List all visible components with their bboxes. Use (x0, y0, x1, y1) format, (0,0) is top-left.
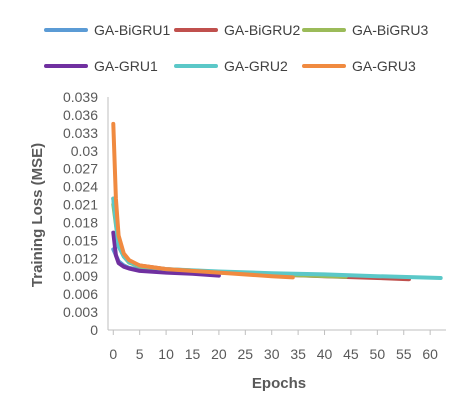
y-tick-label: 0.033 (63, 125, 98, 141)
y-tick-label: 0.003 (63, 304, 98, 320)
legend-label: GA-BiGRU3 (352, 22, 428, 38)
legend-label: GA-GRU1 (94, 58, 158, 74)
y-tick-label: 0.024 (63, 179, 98, 195)
y-tick-label: 0.036 (63, 107, 98, 123)
x-tick-label: 15 (185, 346, 201, 362)
y-tick-label: 0.03 (71, 143, 98, 159)
y-axis-title-group: Training Loss (MSE) (29, 143, 46, 287)
legend-label: GA-GRU2 (224, 58, 288, 74)
x-tick-label: 55 (396, 346, 412, 362)
x-tick-label: 0 (109, 346, 117, 362)
x-tick-label: 20 (211, 346, 227, 362)
y-tick-label: 0.009 (63, 268, 98, 284)
x-tick-label: 25 (238, 346, 254, 362)
x-axis-title: Epochs (252, 375, 306, 392)
x-tick-label: 5 (136, 346, 144, 362)
legend-label: GA-BiGRU2 (224, 22, 300, 38)
x-tick-label: 50 (370, 346, 386, 362)
x-tick-label: 10 (158, 346, 174, 362)
series-line-ga-gru2 (111, 196, 443, 280)
x-tick-label: 45 (343, 346, 359, 362)
y-tick-label: 0.012 (63, 250, 98, 266)
axes (107, 97, 446, 331)
legend-label: GA-BiGRU1 (94, 22, 170, 38)
x-tick-label: 35 (290, 346, 306, 362)
x-tick-label: 30 (264, 346, 280, 362)
y-tick-label: 0 (90, 322, 98, 338)
series-line-ga-gru3 (111, 121, 295, 280)
y-tick-label: 0.006 (63, 286, 98, 302)
y-tick-label: 0.039 (63, 89, 98, 105)
y-tick-label: 0.018 (63, 214, 98, 230)
x-tick-label: 40 (317, 346, 333, 362)
series-line-ga-gru1 (111, 230, 221, 278)
series-lines (111, 121, 443, 282)
y-axis-title: Training Loss (MSE) (29, 143, 46, 287)
chart-legend: GA-BiGRU1 GA-BiGRU2 GA-BiGRU3 GA-GRU1 GA-GRU… (44, 22, 428, 74)
y-tick-label: 0.021 (63, 197, 98, 213)
legend-label: GA-GRU3 (352, 58, 416, 74)
x-tick-label: 60 (422, 346, 438, 362)
y-tick-label: 0.015 (63, 232, 98, 248)
y-tick-label: 0.027 (63, 161, 98, 177)
